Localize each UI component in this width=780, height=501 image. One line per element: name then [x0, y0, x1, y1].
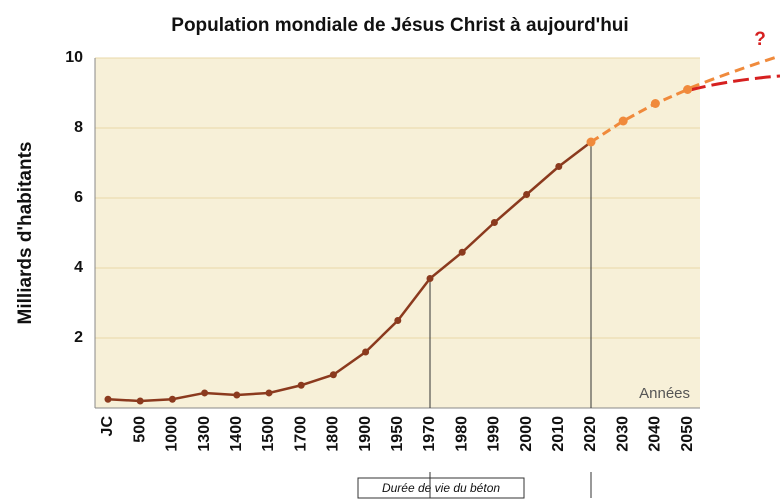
x-axis-note: Années	[639, 385, 690, 402]
data-point	[650, 99, 660, 108]
y-tick-label: 8	[74, 119, 83, 136]
series-line	[107, 141, 592, 403]
x-tick-label: 1700	[292, 416, 309, 452]
data-point	[168, 395, 176, 403]
y-tick-label: 10	[65, 49, 83, 66]
x-tick-label: 1980	[453, 416, 470, 452]
data-point	[362, 348, 370, 356]
data-point	[490, 219, 498, 226]
chart-title: Population mondiale de Jésus Christ à au…	[171, 15, 628, 36]
x-tick-label: 1900	[357, 416, 374, 452]
x-tick-label: 500	[131, 416, 148, 443]
x-tick-label: 2000	[518, 416, 535, 452]
data-point	[329, 371, 337, 379]
data-point	[233, 391, 241, 399]
x-tick-label: JC	[99, 416, 116, 437]
x-tick-label: 1000	[164, 416, 181, 452]
data-point	[136, 397, 144, 405]
x-tick-label: 2020	[582, 416, 599, 452]
x-tick-label: 2030	[614, 416, 631, 452]
x-tick-label: 2050	[679, 416, 696, 452]
data-point	[586, 137, 596, 147]
x-tick-label: 1400	[228, 416, 245, 452]
data-point	[618, 116, 628, 126]
data-point	[555, 163, 563, 170]
data-point	[104, 395, 112, 403]
data-point	[458, 248, 466, 256]
data-point	[201, 389, 209, 397]
x-tick-label: 1990	[486, 416, 503, 452]
y-tick-label: 4	[74, 259, 83, 276]
annotation-text: Durée de vie du béton	[382, 481, 500, 495]
data-point	[523, 191, 531, 198]
x-tick-label: 1300	[196, 416, 213, 452]
annotation-box	[357, 477, 525, 499]
y-axis-label: Milliards d'habitants	[15, 142, 36, 325]
data-point	[297, 381, 305, 389]
x-tick-label: 2010	[550, 416, 567, 452]
projection-high	[689, 54, 780, 90]
y-tick-label: 2	[74, 329, 83, 346]
data-point	[394, 317, 402, 324]
data-point	[683, 85, 693, 94]
x-tick-label: 2040	[647, 416, 664, 452]
data-point	[426, 275, 434, 282]
x-tick-label: 1800	[325, 416, 342, 452]
projection-low	[689, 74, 780, 92]
x-tick-label: 1950	[389, 416, 406, 452]
series-line	[590, 88, 689, 144]
x-tick-label: 1970	[421, 416, 438, 452]
question-mark: ?	[754, 29, 766, 50]
data-point	[265, 389, 273, 397]
y-tick-label: 6	[74, 189, 83, 206]
x-tick-label: 1500	[260, 416, 277, 452]
plot-background	[95, 58, 700, 408]
